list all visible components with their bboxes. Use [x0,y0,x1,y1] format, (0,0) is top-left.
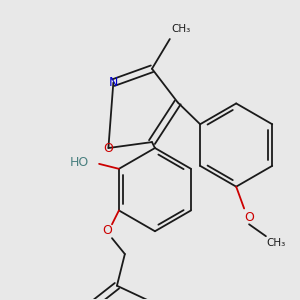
Text: HO: HO [70,156,89,170]
Text: O: O [103,142,113,154]
Text: N: N [109,76,118,89]
Text: CH₃: CH₃ [266,238,285,248]
Text: O: O [244,211,254,224]
Text: O: O [102,224,112,237]
Text: CH₃: CH₃ [172,24,191,34]
